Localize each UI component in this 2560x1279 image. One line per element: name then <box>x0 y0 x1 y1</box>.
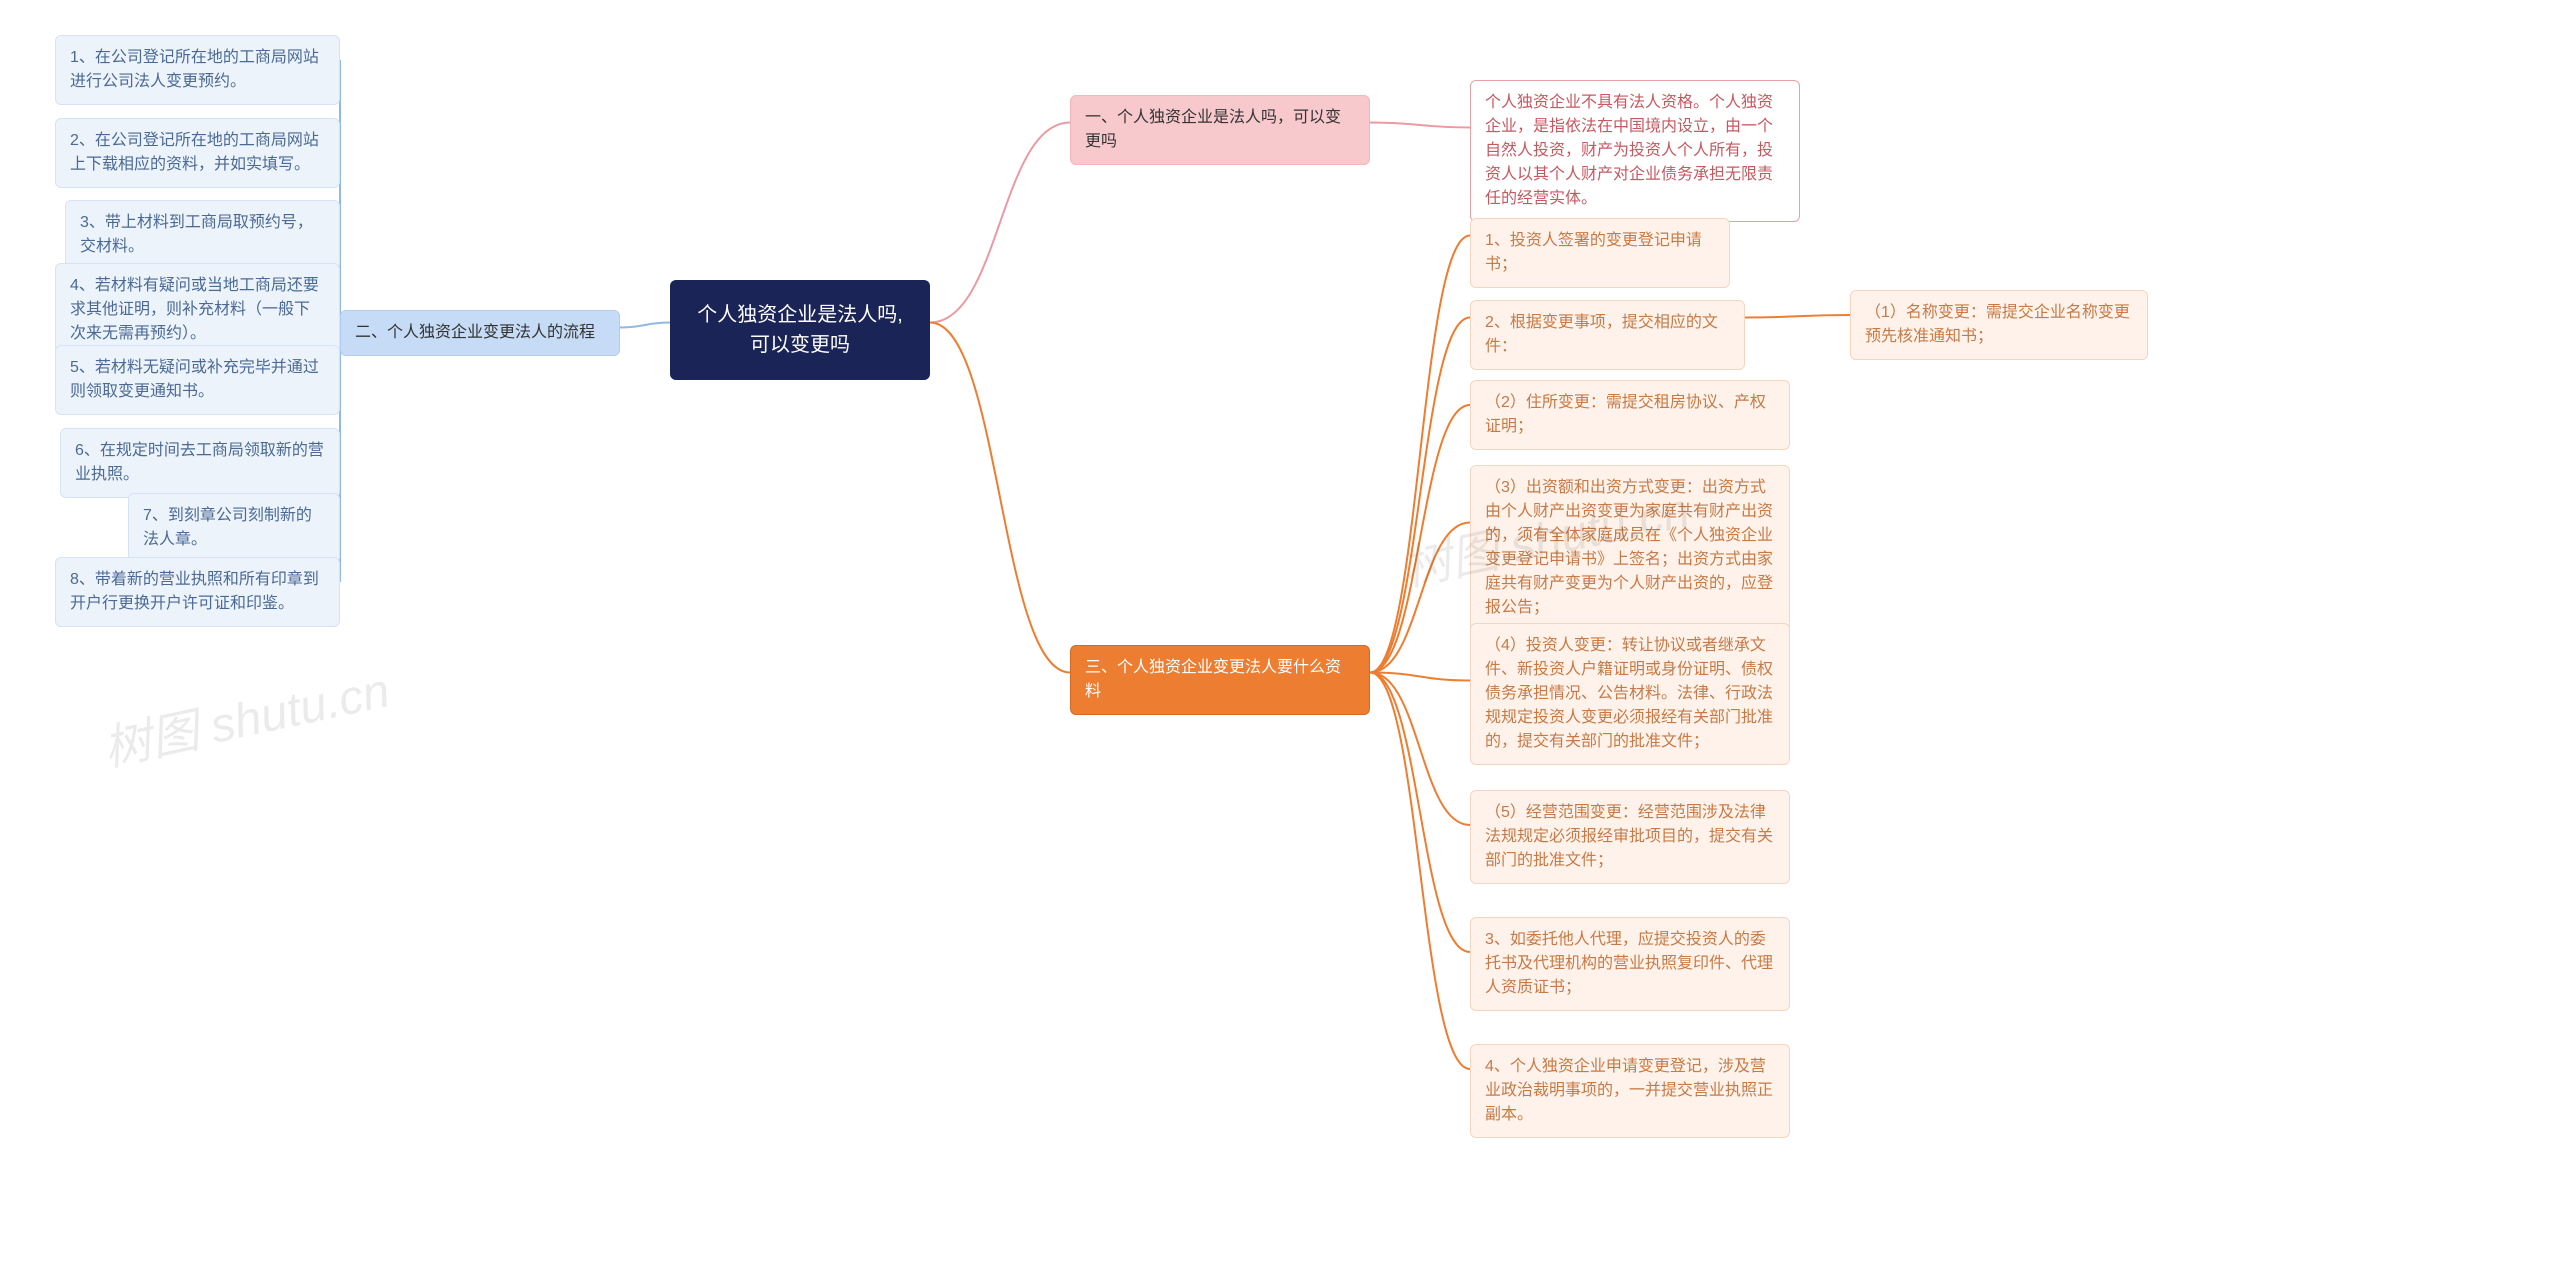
branch-2-leaf-6: 7、到刻章公司刻制新的法人章。 <box>128 493 340 563</box>
branch-2-leaf-1: 2、在公司登记所在地的工商局网站上下载相应的资料，并如实填写。 <box>55 118 340 188</box>
branch-3-leaf-5: （5）经营范围变更：经营范围涉及法律法规规定必须报经审批项目的，提交有关部门的批… <box>1470 790 1790 884</box>
branch-3: 三、个人独资企业变更法人要什么资料 <box>1070 645 1370 715</box>
branch-3-leaf-0: 1、投资人签署的变更登记申请书； <box>1470 218 1730 288</box>
branch-1: 一、个人独资企业是法人吗，可以变更吗 <box>1070 95 1370 165</box>
branch-2-leaf-7: 8、带着新的营业执照和所有印章到开户行更换开户许可证和印鉴。 <box>55 557 340 627</box>
branch-2-leaf-0: 1、在公司登记所在地的工商局网站进行公司法人变更预约。 <box>55 35 340 105</box>
branch-1-leaf-0: 个人独资企业不具有法人资格。个人独资企业，是指依法在中国境内设立，由一个自然人投… <box>1470 80 1800 222</box>
connector-layer <box>0 0 2560 1279</box>
root-node: 个人独资企业是法人吗,可以变更吗 <box>670 280 930 380</box>
branch-3-leaf-1: 2、根据变更事项，提交相应的文件： <box>1470 300 1745 370</box>
branch-2-leaf-3: 4、若材料有疑问或当地工商局还要求其他证明，则补充材料（一般下次来无需再预约）。 <box>55 263 340 357</box>
branch-3-leaf-4: （4）投资人变更：转让协议或者继承文件、新投资人户籍证明或身份证明、债权债务承担… <box>1470 623 1790 765</box>
branch-2: 二、个人独资企业变更法人的流程 <box>340 310 620 356</box>
branch-3-leaf-2: （2）住所变更：需提交租房协议、产权证明； <box>1470 380 1790 450</box>
branch-3-leaf-6: 3、如委托他人代理，应提交投资人的委托书及代理机构的营业执照复印件、代理人资质证… <box>1470 917 1790 1011</box>
branch-3-leaf-7: 4、个人独资企业申请变更登记，涉及营业政治裁明事项的，一并提交营业执照正副本。 <box>1470 1044 1790 1138</box>
branch-2-leaf-4: 5、若材料无疑问或补充完毕并通过则领取变更通知书。 <box>55 345 340 415</box>
branch-2-leaf-2: 3、带上材料到工商局取预约号，交材料。 <box>65 200 340 270</box>
branch-2-leaf-5: 6、在规定时间去工商局领取新的营业执照。 <box>60 428 340 498</box>
branch-3-leaf-1-0: （1）名称变更：需提交企业名称变更预先核准通知书； <box>1850 290 2148 360</box>
branch-3-leaf-3: （3）出资额和出资方式变更：出资方式由个人财产出资变更为家庭共有财产出资的，须有… <box>1470 465 1790 631</box>
